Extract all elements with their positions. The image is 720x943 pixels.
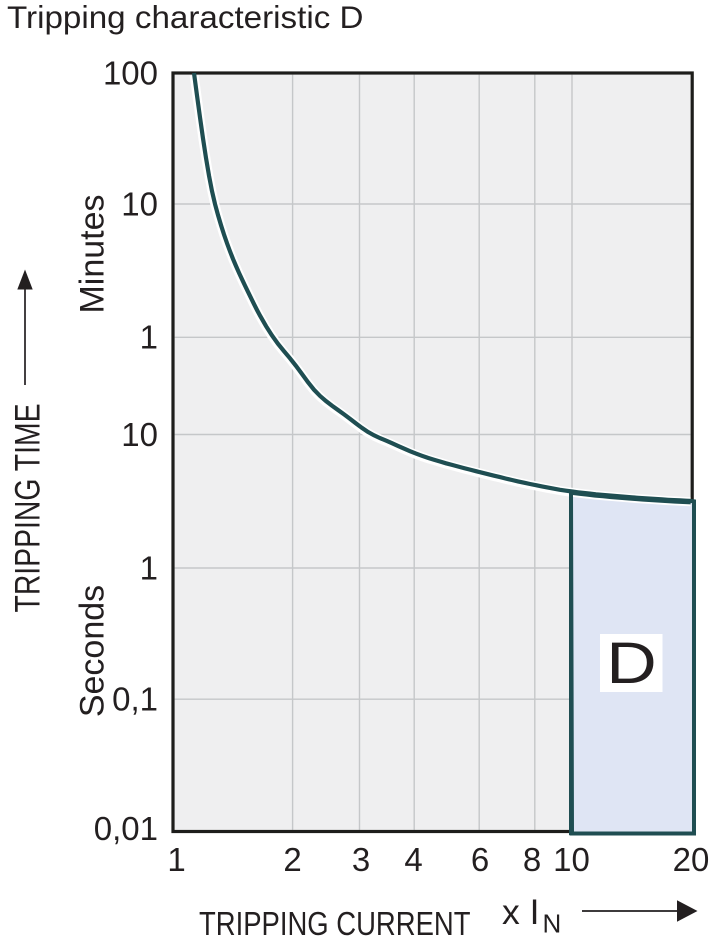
svg-text:2: 2	[283, 841, 301, 878]
svg-text:N: N	[543, 909, 562, 939]
svg-text:4: 4	[404, 841, 422, 878]
svg-text:TRIPPING TIME: TRIPPING TIME	[8, 404, 48, 613]
svg-text:1: 1	[140, 319, 158, 356]
svg-text:1: 1	[140, 549, 158, 586]
svg-text:20: 20	[673, 841, 710, 878]
svg-text:0,01: 0,01	[94, 810, 158, 847]
svg-text:0,1: 0,1	[112, 681, 158, 718]
svg-text:100: 100	[103, 54, 158, 91]
svg-text:Seconds: Seconds	[74, 585, 112, 717]
svg-text:3: 3	[352, 841, 370, 878]
svg-text:1: 1	[167, 841, 185, 878]
svg-text:10: 10	[121, 185, 158, 222]
svg-text:Minutes: Minutes	[74, 194, 112, 313]
svg-text:10: 10	[121, 416, 158, 453]
svg-text:Tripping characteristic D: Tripping characteristic D	[7, 0, 364, 35]
svg-text:x I: x I	[502, 892, 539, 932]
svg-text:TRIPPING CURRENT: TRIPPING CURRENT	[199, 906, 471, 943]
svg-text:10: 10	[553, 841, 590, 878]
svg-text:8: 8	[523, 841, 541, 878]
svg-text:D: D	[606, 631, 657, 696]
svg-text:6: 6	[471, 841, 489, 878]
